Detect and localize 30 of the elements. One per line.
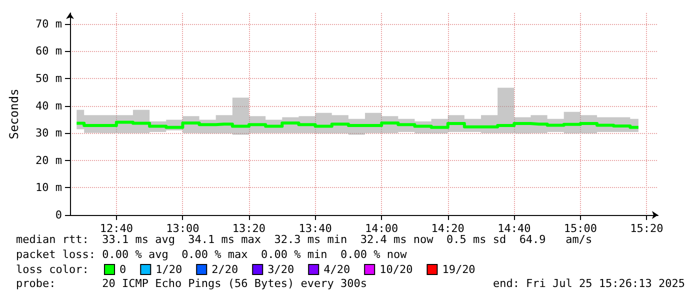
x-tick-label: 14:00 [365,222,398,235]
y-tick-label: 10 m [36,181,62,194]
legend-label: 3/20 [268,263,294,276]
y-axis-title: Seconds [7,88,21,140]
y-tick-label: 60 m [36,44,62,58]
y-tick-label: 20 m [36,154,62,167]
y-tick-label: 50 m [36,72,62,86]
y-tick-label: 70 m [36,17,62,30]
legend-label: 2/20 [212,263,238,276]
y-tick-label: 40 m [36,99,62,112]
x-tick-label: 15:00 [564,222,598,235]
text: packet loss: 0.00 % avg 0.00 % max 0.00 % min 0.00 % now [16,248,408,261]
x-tick-label: 13:40 [298,222,332,235]
legend-title: loss color: [16,263,89,276]
legend-label: 19/20 [442,263,476,276]
text: end: Fri Jul 25 15:26:13 2025 [492,277,686,290]
legend-label: 4/20 [324,263,350,276]
x-tick-label: 13:20 [232,222,266,235]
x-tick-label: 15:20 [630,222,664,235]
x-tick-label: 14:20 [431,222,464,235]
x-tick-label: 13:00 [166,222,200,235]
y-tick-label: 0 [55,208,62,222]
legend-label: 0 [120,263,126,276]
text: median rtt: 33.1 ms avg 34.1 ms max 32.3 ms min 32.4 ms now 0.5 ms sd 64.9 am/s [16,233,592,246]
x-tick-label: 12:40 [100,222,133,235]
legend-label: 1/20 [156,263,182,276]
legend-label: 10/20 [380,263,413,276]
text: probe: 20 ICMP Echo Pings (56 Bytes) every 300s [16,277,367,290]
y-tick-label: 30 m [36,126,62,140]
x-tick-label: 14:40 [498,222,531,235]
